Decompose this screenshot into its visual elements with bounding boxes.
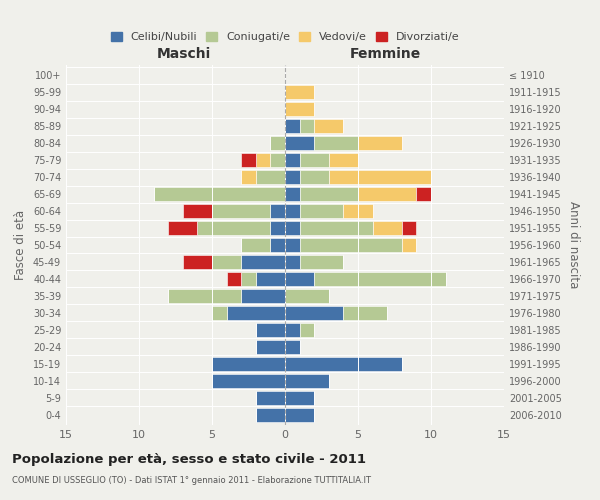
Bar — [402, 221, 416, 235]
Bar — [299, 187, 358, 201]
Bar — [299, 221, 373, 235]
Bar — [314, 272, 446, 286]
Bar — [358, 187, 416, 201]
Bar — [285, 85, 314, 99]
Bar — [285, 136, 314, 150]
Bar — [329, 153, 358, 167]
Text: Maschi: Maschi — [157, 48, 211, 62]
Bar — [285, 204, 299, 218]
Bar — [212, 374, 285, 388]
Legend: Celibi/Nubili, Coniugati/e, Vedovi/e, Divorziati/e: Celibi/Nubili, Coniugati/e, Vedovi/e, Di… — [106, 28, 464, 46]
Bar — [373, 221, 402, 235]
Bar — [212, 255, 241, 269]
Bar — [299, 238, 402, 252]
Bar — [227, 272, 241, 286]
Bar — [285, 153, 299, 167]
Bar — [241, 170, 256, 184]
Text: COMUNE DI USSEGLIO (TO) - Dati ISTAT 1° gennaio 2011 - Elaborazione TUTTITALIA.I: COMUNE DI USSEGLIO (TO) - Dati ISTAT 1° … — [12, 476, 371, 485]
Bar — [299, 153, 329, 167]
Bar — [285, 357, 402, 371]
Bar — [256, 272, 285, 286]
Bar — [402, 238, 416, 252]
Bar — [256, 391, 285, 405]
Bar — [299, 119, 314, 133]
Bar — [285, 340, 299, 354]
Bar — [256, 153, 271, 167]
Bar — [285, 238, 299, 252]
Bar — [197, 221, 271, 235]
Bar — [241, 255, 285, 269]
Bar — [212, 306, 227, 320]
Bar — [329, 170, 431, 184]
Bar — [285, 187, 299, 201]
Bar — [299, 170, 329, 184]
Bar — [168, 221, 197, 235]
Bar — [285, 221, 299, 235]
Bar — [241, 289, 285, 303]
Bar — [183, 204, 212, 218]
Bar — [271, 153, 285, 167]
Bar — [168, 289, 241, 303]
Text: Popolazione per età, sesso e stato civile - 2011: Popolazione per età, sesso e stato civil… — [12, 452, 366, 466]
Bar — [358, 136, 402, 150]
Bar — [183, 255, 212, 269]
Bar — [285, 374, 329, 388]
Bar — [271, 204, 285, 218]
Bar — [285, 119, 299, 133]
Bar — [299, 255, 343, 269]
Bar — [256, 340, 285, 354]
Bar — [285, 289, 329, 303]
Bar — [285, 408, 314, 422]
Bar — [271, 238, 285, 252]
Bar — [256, 408, 285, 422]
Bar — [285, 272, 314, 286]
Bar — [241, 153, 256, 167]
Bar — [227, 306, 285, 320]
Bar — [154, 187, 285, 201]
Bar — [256, 170, 285, 184]
Bar — [241, 272, 256, 286]
Bar — [314, 136, 358, 150]
Y-axis label: Anni di nascita: Anni di nascita — [567, 202, 580, 288]
Bar — [212, 357, 285, 371]
Bar — [271, 221, 285, 235]
Text: Femmine: Femmine — [350, 48, 421, 62]
Bar — [212, 204, 271, 218]
Bar — [299, 323, 314, 337]
Bar — [271, 136, 285, 150]
Bar — [285, 255, 299, 269]
Bar — [343, 306, 387, 320]
Bar — [416, 187, 431, 201]
Bar — [285, 102, 314, 116]
Bar — [241, 238, 271, 252]
Bar — [314, 119, 343, 133]
Bar — [285, 170, 299, 184]
Bar — [256, 323, 285, 337]
Bar — [343, 204, 373, 218]
Bar — [285, 306, 343, 320]
Bar — [285, 323, 299, 337]
Y-axis label: Fasce di età: Fasce di età — [14, 210, 27, 280]
Bar — [285, 391, 314, 405]
Bar — [299, 204, 343, 218]
